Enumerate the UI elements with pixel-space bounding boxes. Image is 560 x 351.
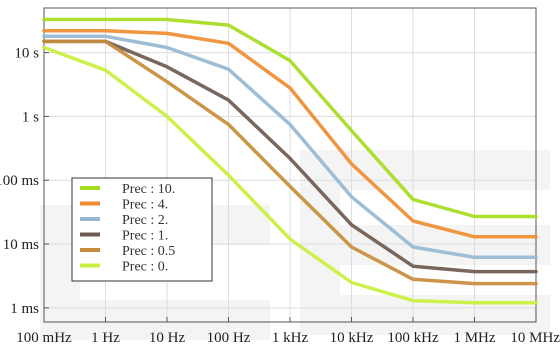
series-line-3	[42, 39, 538, 274]
series-layer	[42, 17, 538, 305]
series-line-1	[42, 29, 538, 239]
x-tick-label: 100 kHz	[387, 330, 439, 346]
x-tick-label: 1 MHz	[453, 330, 495, 346]
legend-entry-2: Prec : 2.	[122, 213, 168, 228]
series-line-4	[42, 39, 538, 286]
x-tick-label: 10 Hz	[149, 330, 186, 346]
x-tick-label: 100 mHz	[16, 330, 72, 346]
y-tick-label: 1 s	[22, 109, 39, 125]
x-tick-label: 1 kHz	[272, 330, 309, 346]
legend-entry-1: Prec : 4.	[122, 198, 168, 213]
legend-entry-3: Prec : 1.	[122, 229, 168, 244]
x-tick-label: 10 MHz	[510, 330, 560, 346]
legend-entry-5: Prec : 0.	[122, 260, 168, 275]
legend-entry-0: Prec : 10.	[122, 182, 175, 197]
x-tick-label: 1 Hz	[91, 330, 120, 346]
series-line-5	[42, 45, 538, 305]
y-axis-ticks: 10 s 1 s 100 ms 10 ms 1 ms	[0, 46, 49, 317]
series-line-0	[42, 17, 538, 219]
x-axis-ticks: 100 mHz 1 Hz 10 Hz 100 Hz 1 kHz 10 kHz 100 kHz…	[16, 317, 560, 346]
legend: Prec : 10.Prec : 4.Prec : 2.Prec : 1.Pre…	[71, 177, 213, 282]
y-tick-label: 10 s	[14, 46, 39, 62]
y-tick-label: 1 ms	[10, 301, 39, 317]
x-tick-label: 100 Hz	[207, 330, 251, 346]
series-line-2	[42, 34, 538, 260]
y-tick-label: 10 ms	[3, 237, 39, 253]
y-tick-label: 100 ms	[0, 173, 39, 189]
legend-entry-4: Prec : 0.5	[122, 244, 175, 259]
x-tick-label: 10 kHz	[330, 330, 374, 346]
